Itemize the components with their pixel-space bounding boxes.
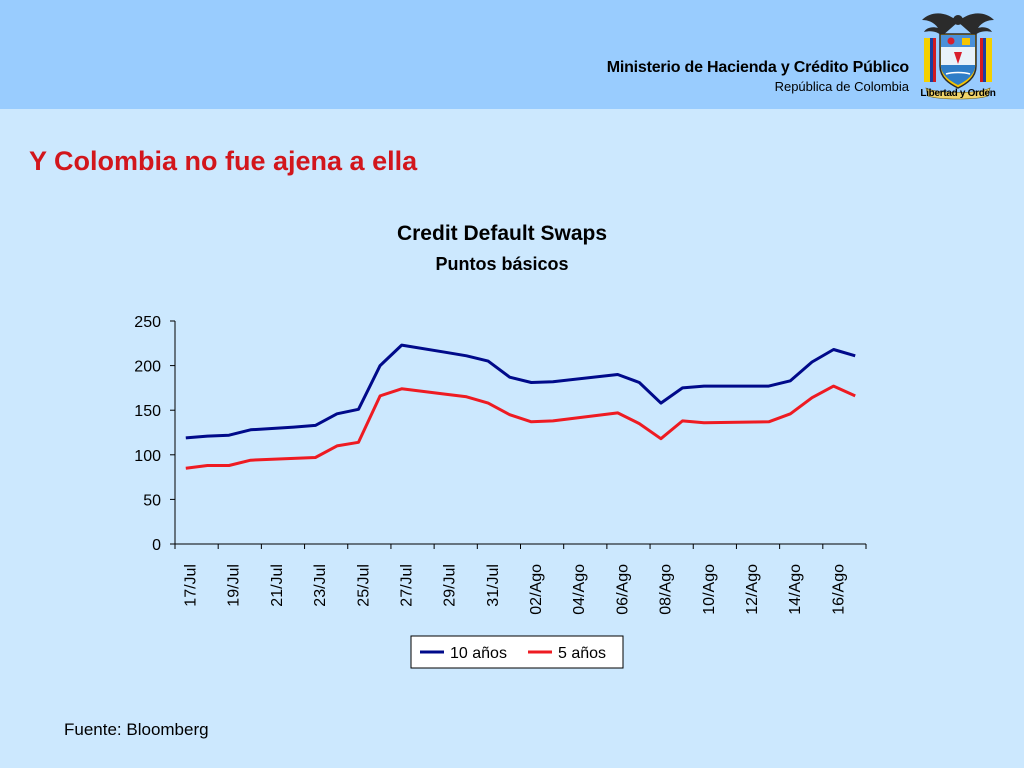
legend-label-10-anos: 10 años xyxy=(450,645,507,662)
colombia-coat-of-arms-logo xyxy=(922,13,994,100)
ministry-block: Ministerio de Hacienda y Crédito Público… xyxy=(607,58,909,96)
header-bar: Ministerio de Hacienda y Crédito Público… xyxy=(0,0,1024,109)
series-line-10-anos xyxy=(185,343,856,440)
x-tick-label: 27/Jul xyxy=(398,564,415,607)
ministry-name: Ministerio de Hacienda y Crédito Público xyxy=(606,59,909,76)
y-tick-label: 250 xyxy=(134,314,161,331)
x-tick-label: 19/Jul xyxy=(226,564,243,607)
motto-text: Libertad y Orden xyxy=(920,88,996,99)
x-tick-label: 17/Jul xyxy=(183,564,200,607)
x-tick-label: 31/Jul xyxy=(485,564,502,607)
x-tick-label: 02/Ago xyxy=(528,564,545,615)
x-tick-label: 23/Jul xyxy=(312,564,329,607)
legend-label-5-anos: 5 años xyxy=(558,645,606,662)
legend-box xyxy=(410,635,624,669)
chart-title: Credit Default Swaps xyxy=(396,222,608,245)
x-tick-label: 06/Ago xyxy=(614,564,631,615)
source-note: Fuente: Bloomberg xyxy=(64,720,209,739)
x-tick-label: 25/Jul xyxy=(355,564,372,607)
y-tick-label: 200 xyxy=(134,359,161,376)
x-tick-label: 14/Ago xyxy=(787,564,804,615)
y-tick-label: 0 xyxy=(152,537,161,554)
x-tick-label: 08/Ago xyxy=(658,564,675,615)
chart-subtitle: Puntos básicos xyxy=(435,254,569,274)
series-line-5-anos xyxy=(185,384,856,470)
country-name: República de Colombia xyxy=(774,79,909,94)
slide-title: Y Colombia no fue ajena a ella xyxy=(29,146,418,176)
y-tick-label: 50 xyxy=(143,492,161,509)
x-tick-label: 21/Jul xyxy=(269,564,286,607)
x-tick-label: 29/Jul xyxy=(442,564,459,607)
x-tick-label: 04/Ago xyxy=(571,564,588,615)
y-tick-label: 100 xyxy=(134,448,161,465)
x-tick-label: 10/Ago xyxy=(701,564,718,615)
x-tick-label: 12/Ago xyxy=(744,564,761,615)
cds-line-chart: 0 50 100 150 200 250 17/Jul 19/Jul 21/Jul 23/Jul 2… xyxy=(134,314,867,669)
y-tick-label: 150 xyxy=(134,403,161,420)
x-tick-label: 16/Ago xyxy=(830,564,847,615)
